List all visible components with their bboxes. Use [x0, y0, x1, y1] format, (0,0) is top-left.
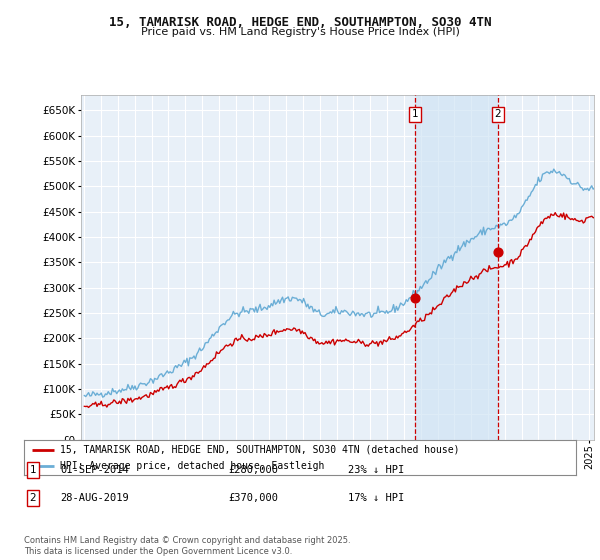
Text: 15, TAMARISK ROAD, HEDGE END, SOUTHAMPTON, SO30 4TN (detached house): 15, TAMARISK ROAD, HEDGE END, SOUTHAMPTO… — [60, 445, 460, 455]
Text: 15, TAMARISK ROAD, HEDGE END, SOUTHAMPTON, SO30 4TN: 15, TAMARISK ROAD, HEDGE END, SOUTHAMPTO… — [109, 16, 491, 29]
Text: 17% ↓ HPI: 17% ↓ HPI — [348, 493, 404, 503]
Text: Price paid vs. HM Land Registry's House Price Index (HPI): Price paid vs. HM Land Registry's House … — [140, 27, 460, 37]
Text: Contains HM Land Registry data © Crown copyright and database right 2025.
This d: Contains HM Land Registry data © Crown c… — [24, 536, 350, 556]
Bar — [415, 95, 498, 440]
Text: 2: 2 — [29, 493, 37, 503]
Text: 1: 1 — [412, 109, 418, 119]
Text: HPI: Average price, detached house, Eastleigh: HPI: Average price, detached house, East… — [60, 460, 324, 470]
Point — [493, 248, 503, 256]
Text: 01-SEP-2014: 01-SEP-2014 — [60, 465, 129, 475]
Text: £280,000: £280,000 — [228, 465, 278, 475]
Text: 2: 2 — [494, 109, 501, 119]
Point — [410, 293, 420, 302]
Text: 28-AUG-2019: 28-AUG-2019 — [60, 493, 129, 503]
Text: 23% ↓ HPI: 23% ↓ HPI — [348, 465, 404, 475]
Text: £370,000: £370,000 — [228, 493, 278, 503]
Text: 1: 1 — [29, 465, 37, 475]
